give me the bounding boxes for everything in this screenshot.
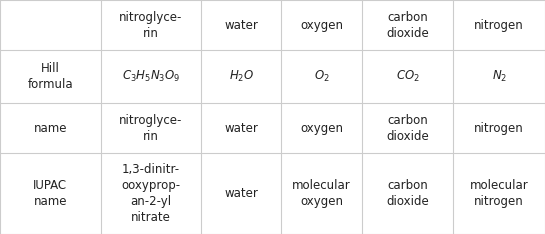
Text: molecular
oxygen: molecular oxygen xyxy=(292,179,351,208)
Text: $H_2O$: $H_2O$ xyxy=(229,69,254,84)
Text: carbon
dioxide: carbon dioxide xyxy=(386,114,429,143)
Text: oxygen: oxygen xyxy=(300,18,343,32)
Text: Hill
formula: Hill formula xyxy=(27,62,73,91)
Text: $N_2$: $N_2$ xyxy=(492,69,507,84)
Text: nitrogen: nitrogen xyxy=(474,122,524,135)
Text: $CO_2$: $CO_2$ xyxy=(396,69,420,84)
Text: water: water xyxy=(225,122,258,135)
Text: IUPAC
name: IUPAC name xyxy=(33,179,68,208)
Text: name: name xyxy=(33,122,67,135)
Text: carbon
dioxide: carbon dioxide xyxy=(386,11,429,40)
Text: oxygen: oxygen xyxy=(300,122,343,135)
Text: water: water xyxy=(225,18,258,32)
Text: molecular
nitrogen: molecular nitrogen xyxy=(470,179,529,208)
Text: 1,3-dinitr-
ooxyprop-
an-2-yl
nitrate: 1,3-dinitr- ooxyprop- an-2-yl nitrate xyxy=(121,163,180,224)
Text: nitroglyce-
rin: nitroglyce- rin xyxy=(119,11,183,40)
Text: $C_3H_5N_3O_9$: $C_3H_5N_3O_9$ xyxy=(122,69,180,84)
Text: water: water xyxy=(225,187,258,200)
Text: $O_2$: $O_2$ xyxy=(314,69,330,84)
Text: carbon
dioxide: carbon dioxide xyxy=(386,179,429,208)
Text: nitrogen: nitrogen xyxy=(474,18,524,32)
Text: nitroglyce-
rin: nitroglyce- rin xyxy=(119,114,183,143)
